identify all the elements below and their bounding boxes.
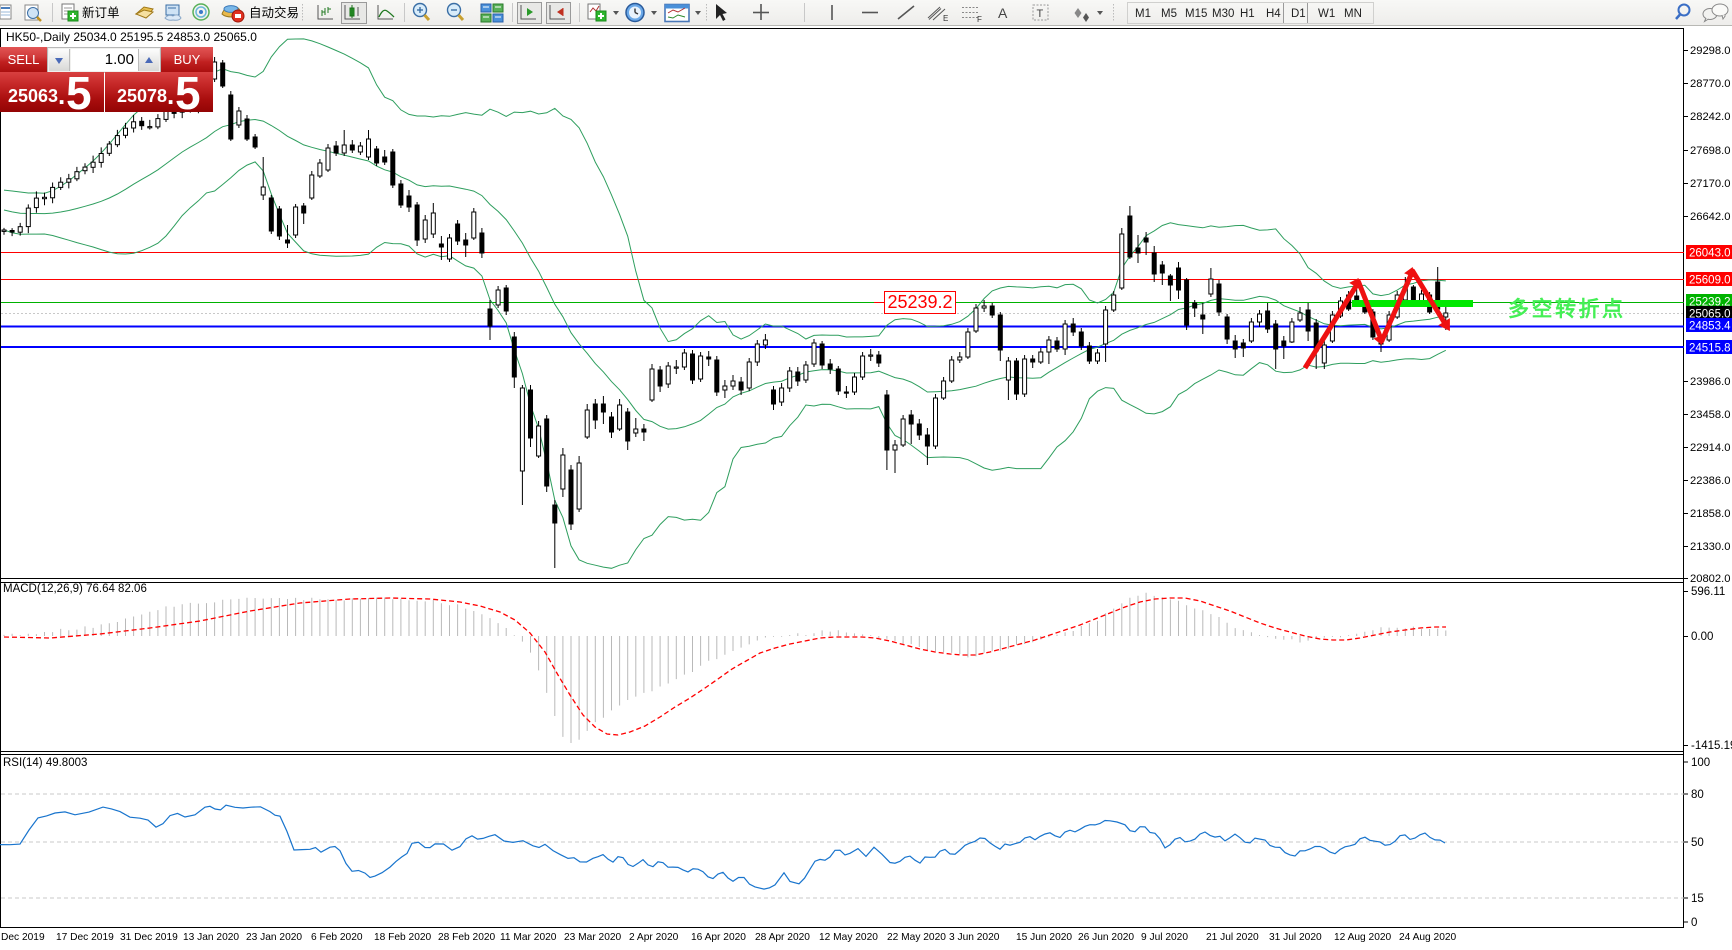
svg-text:25065.0: 25065.0: [1689, 309, 1731, 321]
svg-text:3 Jun 2020: 3 Jun 2020: [949, 932, 1000, 943]
svg-text:25239.2: 25239.2: [1689, 297, 1731, 309]
svg-text:H4: H4: [1266, 8, 1281, 20]
svg-text:T: T: [1037, 8, 1044, 20]
svg-text:MACD(12,26,9) 76.64 82.06: MACD(12,26,9) 76.64 82.06: [3, 583, 147, 595]
svg-text:18 Feb 2020: 18 Feb 2020: [374, 932, 432, 943]
svg-text:23986.0: 23986.0: [1690, 376, 1730, 388]
svg-text:D1: D1: [1291, 8, 1306, 20]
svg-text:23 Mar 2020: 23 Mar 2020: [564, 932, 622, 943]
svg-text:27170.0: 27170.0: [1690, 178, 1730, 190]
svg-text:25239.2: 25239.2: [887, 292, 952, 312]
svg-text:28242.0: 28242.0: [1690, 111, 1730, 123]
svg-text:12 Aug 2020: 12 Aug 2020: [1334, 932, 1392, 943]
svg-text:新订单: 新订单: [82, 5, 120, 20]
svg-text:-1415.19: -1415.19: [1691, 740, 1732, 752]
svg-text:A: A: [998, 5, 1008, 21]
svg-text:16 Apr 2020: 16 Apr 2020: [691, 932, 746, 943]
svg-text:0: 0: [1691, 917, 1697, 929]
svg-text:21330.0: 21330.0: [1690, 541, 1730, 553]
svg-text:MN: MN: [1344, 8, 1362, 20]
svg-text:24 Aug 2020: 24 Aug 2020: [1399, 932, 1457, 943]
svg-text:E: E: [943, 14, 948, 23]
svg-text:15: 15: [1691, 893, 1704, 905]
svg-text:100: 100: [1691, 757, 1710, 769]
svg-text:12 May 2020: 12 May 2020: [819, 932, 878, 943]
svg-text:RSI(14) 49.8003: RSI(14) 49.8003: [3, 757, 87, 769]
svg-text:M30: M30: [1212, 8, 1234, 20]
svg-text:23 Jan 2020: 23 Jan 2020: [246, 932, 302, 943]
svg-text:Dec 2019: Dec 2019: [1, 932, 45, 943]
svg-text:15 Jun 2020: 15 Jun 2020: [1016, 932, 1072, 943]
svg-text:28 Apr 2020: 28 Apr 2020: [755, 932, 810, 943]
svg-text:596.11: 596.11: [1691, 586, 1725, 598]
svg-text:50: 50: [1691, 837, 1704, 849]
svg-text:9 Jul 2020: 9 Jul 2020: [1141, 932, 1188, 943]
svg-text:31 Dec 2019: 31 Dec 2019: [120, 932, 178, 943]
svg-text:13 Jan 2020: 13 Jan 2020: [183, 932, 239, 943]
svg-text:22914.0: 22914.0: [1690, 442, 1730, 454]
svg-text:多空转折点: 多空转折点: [1508, 297, 1623, 321]
svg-text:H1: H1: [1240, 8, 1255, 20]
svg-text:23458.0: 23458.0: [1690, 409, 1730, 421]
svg-text:0.00: 0.00: [1691, 631, 1713, 643]
svg-text:29298.0: 29298.0: [1690, 45, 1730, 57]
svg-text:26 Jun 2020: 26 Jun 2020: [1078, 932, 1134, 943]
svg-text:20802.0: 20802.0: [1690, 573, 1730, 585]
svg-text:80: 80: [1691, 789, 1704, 801]
svg-text:11 Mar 2020: 11 Mar 2020: [500, 932, 557, 943]
svg-text:F: F: [977, 15, 982, 24]
svg-text:28 Feb 2020: 28 Feb 2020: [438, 932, 496, 943]
svg-text:22386.0: 22386.0: [1690, 475, 1730, 487]
svg-text:M5: M5: [1161, 8, 1177, 20]
svg-text:HK50-,Daily 25034.0 25195.5 2: HK50-,Daily 25034.0 25195.5 24853.0 2506…: [6, 30, 257, 44]
svg-text:27698.0: 27698.0: [1690, 145, 1730, 157]
svg-text:22 May 2020: 22 May 2020: [887, 932, 946, 943]
svg-text:31 Jul 2020: 31 Jul 2020: [1269, 932, 1322, 943]
svg-text:17 Dec 2019: 17 Dec 2019: [56, 932, 114, 943]
svg-text:26642.0: 26642.0: [1690, 211, 1730, 223]
svg-text:26043.0: 26043.0: [1689, 248, 1731, 260]
svg-text:24515.8: 24515.8: [1689, 343, 1731, 355]
svg-text:25609.0: 25609.0: [1689, 275, 1731, 287]
svg-text:W1: W1: [1318, 8, 1335, 20]
svg-text:24853.4: 24853.4: [1689, 321, 1731, 333]
svg-text:21 Jul 2020: 21 Jul 2020: [1206, 932, 1259, 943]
svg-text:2 Apr 2020: 2 Apr 2020: [629, 932, 679, 943]
svg-text:6 Feb 2020: 6 Feb 2020: [311, 932, 363, 943]
svg-text:自动交易: 自动交易: [249, 5, 299, 20]
svg-text:21858.0: 21858.0: [1690, 508, 1730, 520]
svg-text:M1: M1: [1135, 8, 1151, 20]
svg-text:M15: M15: [1185, 8, 1207, 20]
svg-text:28770.0: 28770.0: [1690, 78, 1730, 90]
